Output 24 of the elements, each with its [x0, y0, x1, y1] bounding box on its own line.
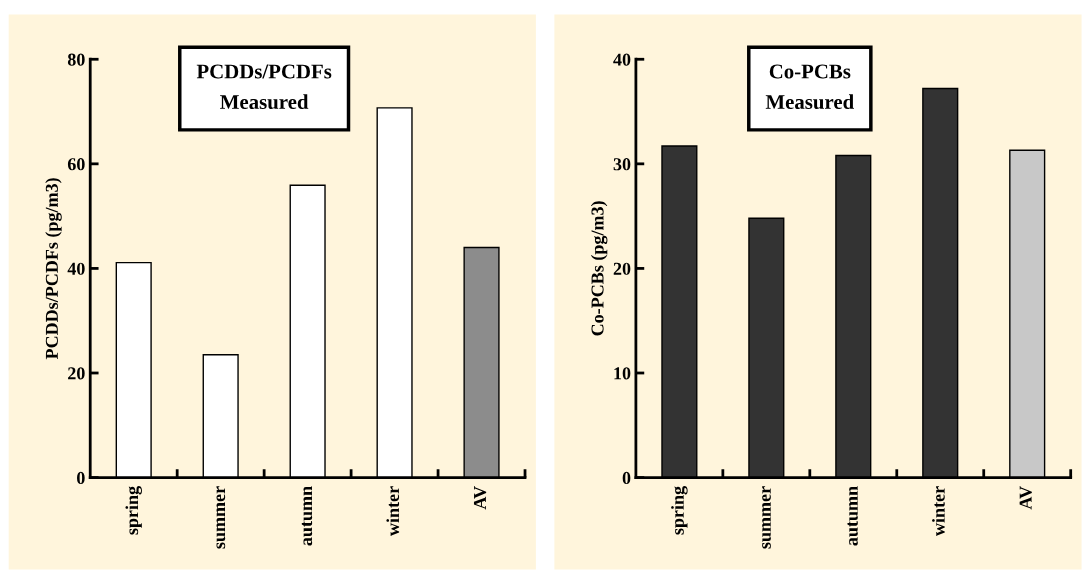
- y-tick-label: 30: [613, 158, 631, 171]
- x-tick-label: AV: [473, 486, 487, 510]
- y-tick-label: 10: [614, 367, 631, 380]
- y-tick-label: 0: [622, 471, 631, 485]
- y-tick-label: 80: [67, 53, 85, 66]
- y-tick-label: 20: [68, 367, 85, 380]
- x-tick-label: autumn: [301, 486, 313, 546]
- y-axis-title: Co-PCBs (pg/m3): [590, 201, 608, 336]
- y-tick-label: 0: [77, 471, 85, 485]
- x-tick-label: spring: [671, 486, 688, 535]
- y-axis-title: PCDDs/PCDFs (pg/m3): [45, 178, 62, 360]
- y-tick-label: 40: [67, 262, 85, 275]
- y-tick-label: 60: [67, 158, 85, 171]
- x-tick-label: AV: [1019, 486, 1032, 510]
- x-tick-label: autumn: [847, 486, 858, 546]
- x-tick-label: summer: [216, 486, 226, 549]
- x-tick-label: summer: [762, 486, 771, 549]
- y-tick-label: 40: [613, 53, 631, 66]
- x-tick-label: winter: [932, 486, 945, 536]
- x-tick-label: spring: [125, 486, 142, 535]
- x-tick-label: winter: [386, 486, 400, 536]
- text: PCDDs/PCDFs Measured: [196, 64, 332, 110]
- text: Co-PCBs Measured: [765, 64, 854, 110]
- y-tick-label: 20: [613, 262, 631, 275]
